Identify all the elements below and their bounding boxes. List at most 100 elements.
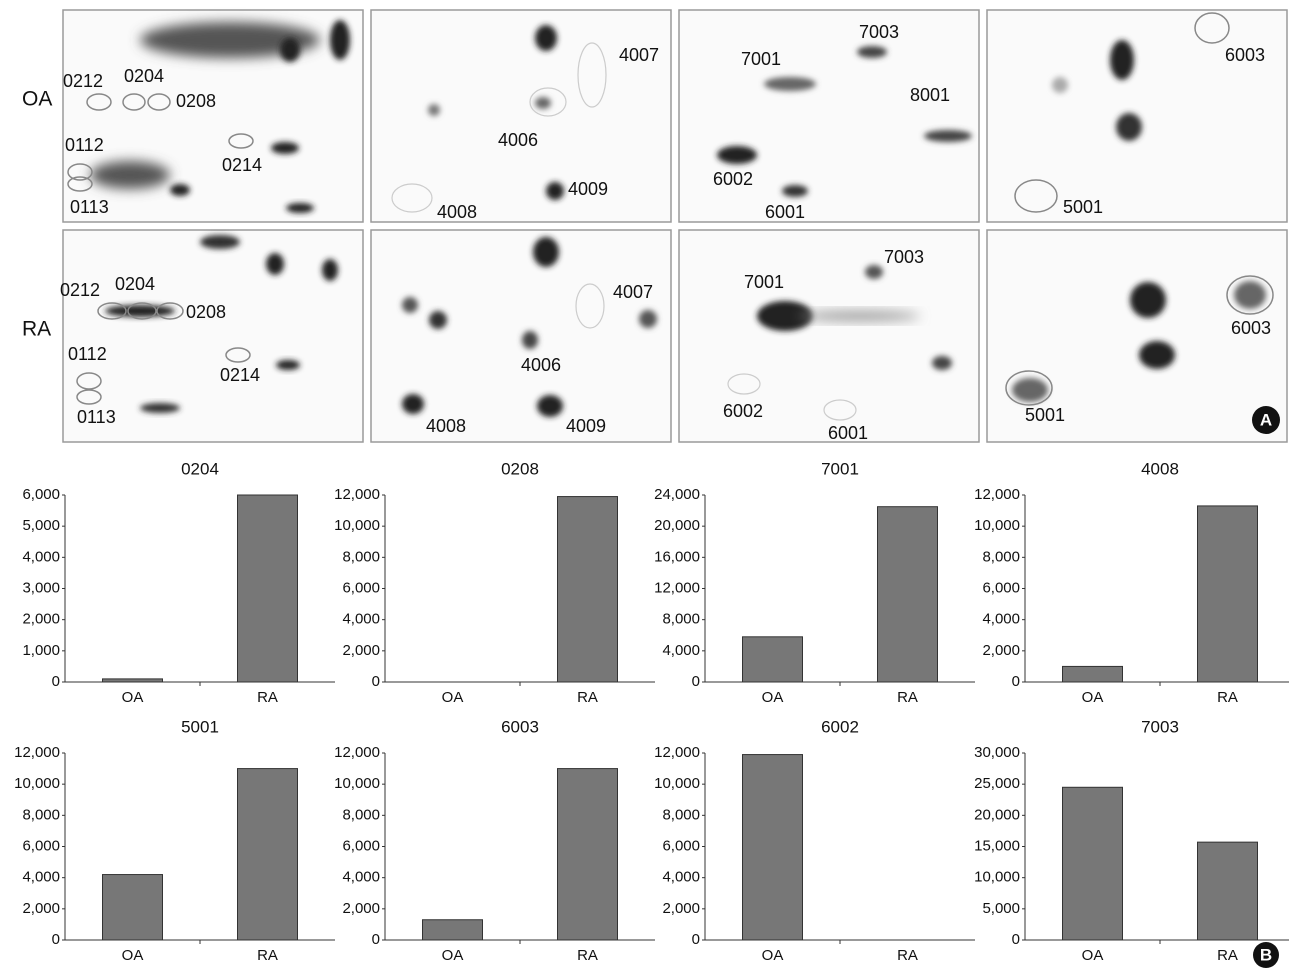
bar (238, 769, 298, 940)
y-tick-label: 30,000 (974, 744, 1020, 761)
chart-title: 5001 (181, 717, 219, 736)
spot-label: 6002 (713, 169, 753, 189)
y-tick-label: 8,000 (342, 806, 380, 823)
x-tick-label: RA (1217, 947, 1238, 964)
bar (878, 507, 938, 682)
y-tick-label: 8,000 (342, 548, 380, 565)
y-tick-label: 20,000 (654, 517, 700, 534)
y-tick-label: 4,000 (982, 611, 1020, 628)
y-tick-label: 0 (372, 931, 380, 948)
panel-mark: B (1260, 945, 1272, 964)
spot-label: 7001 (744, 272, 784, 292)
bar (1198, 506, 1258, 682)
y-tick-label: 0 (372, 673, 380, 690)
y-tick-label: 16,000 (654, 548, 700, 565)
spot-label: 4006 (498, 130, 538, 150)
y-tick-label: 3,000 (22, 579, 60, 596)
y-tick-label: 2,000 (662, 900, 700, 917)
spot-label: 8001 (910, 85, 950, 105)
y-tick-label: 0 (692, 673, 700, 690)
y-tick-label: 6,000 (342, 579, 380, 596)
y-tick-label: 10,000 (974, 517, 1020, 534)
y-tick-label: 0 (692, 931, 700, 948)
y-tick-label: 24,000 (654, 486, 700, 503)
y-tick-label: 8,000 (662, 806, 700, 823)
bar (103, 875, 163, 940)
x-tick-label: RA (577, 947, 598, 964)
panel-mark: A (1260, 410, 1272, 429)
x-tick-label: RA (1217, 689, 1238, 706)
spot-label: 6003 (1231, 318, 1271, 338)
row-label: RA (22, 318, 51, 341)
y-tick-label: 10,000 (654, 775, 700, 792)
x-tick-label: OA (122, 689, 144, 706)
y-tick-label: 10,000 (974, 869, 1020, 886)
x-tick-label: RA (897, 689, 918, 706)
chart-title: 0208 (501, 459, 539, 478)
spot-label: 7003 (859, 22, 899, 42)
gel-panel (679, 10, 979, 222)
y-tick-label: 6,000 (982, 579, 1020, 596)
bar (1198, 842, 1258, 940)
bar (743, 637, 803, 682)
y-tick-label: 6,000 (22, 486, 60, 503)
spot-label: 0208 (176, 91, 216, 111)
x-tick-label: OA (442, 947, 464, 964)
spot-label: 4009 (566, 416, 606, 436)
chart-title: 6002 (821, 717, 859, 736)
y-tick-label: 10,000 (334, 517, 380, 534)
y-tick-label: 4,000 (342, 869, 380, 886)
y-tick-label: 6,000 (662, 837, 700, 854)
y-tick-label: 6,000 (342, 837, 380, 854)
spot-label: 0204 (124, 66, 164, 86)
chart-title: 0204 (181, 459, 219, 478)
x-tick-label: OA (762, 689, 784, 706)
spot-label: 0113 (70, 197, 109, 217)
y-tick-label: 25,000 (974, 775, 1020, 792)
y-tick-label: 0 (52, 931, 60, 948)
spot-label: 6002 (723, 401, 763, 421)
y-tick-label: 10,000 (14, 775, 60, 792)
spot-label: 0208 (186, 302, 226, 322)
spot-label: 0214 (220, 365, 260, 385)
spot-label: 6003 (1225, 45, 1265, 65)
y-tick-label: 4,000 (22, 548, 60, 565)
spot-label: 5001 (1025, 405, 1065, 425)
spot-label: 5001 (1063, 197, 1103, 217)
spot-label: 4008 (437, 202, 477, 222)
spot-label: 0112 (68, 344, 107, 364)
x-tick-label: RA (257, 947, 278, 964)
y-tick-label: 20,000 (974, 806, 1020, 823)
y-tick-label: 12,000 (334, 486, 380, 503)
x-tick-label: RA (897, 947, 918, 964)
y-tick-label: 12,000 (334, 744, 380, 761)
spot-label: 0113 (77, 407, 116, 427)
y-tick-label: 10,000 (334, 775, 380, 792)
x-tick-label: OA (1082, 689, 1104, 706)
spot-label: 0212 (63, 71, 103, 91)
gel-panel (371, 10, 671, 222)
y-tick-label: 5,000 (22, 517, 60, 534)
chart-title: 7001 (821, 459, 859, 478)
spot-label: 6001 (765, 202, 805, 222)
spot-label: 7001 (741, 49, 781, 69)
spot-label: 4007 (613, 282, 653, 302)
y-tick-label: 12,000 (974, 486, 1020, 503)
y-tick-label: 4,000 (662, 642, 700, 659)
y-tick-label: 0 (1012, 931, 1020, 948)
spot-label: 6001 (828, 423, 868, 443)
y-tick-label: 15,000 (974, 837, 1020, 854)
y-tick-label: 2,000 (22, 900, 60, 917)
y-tick-label: 2,000 (22, 611, 60, 628)
y-tick-label: 8,000 (662, 611, 700, 628)
row-label: OA (22, 88, 52, 111)
y-tick-label: 12,000 (654, 579, 700, 596)
y-tick-label: 0 (1012, 673, 1020, 690)
y-tick-label: 6,000 (22, 837, 60, 854)
y-tick-label: 2,000 (342, 642, 380, 659)
spot-label: 0112 (65, 135, 104, 155)
y-tick-label: 4,000 (342, 611, 380, 628)
y-tick-label: 2,000 (982, 642, 1020, 659)
y-tick-label: 12,000 (654, 744, 700, 761)
x-tick-label: RA (577, 689, 598, 706)
